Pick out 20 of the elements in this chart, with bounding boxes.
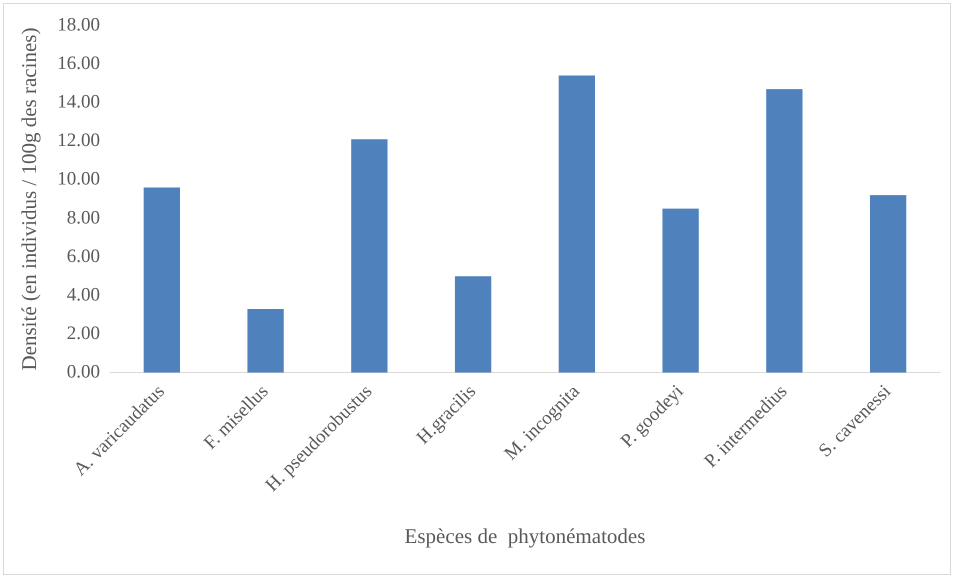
y-tick-label: 12.00 bbox=[57, 130, 100, 152]
bar bbox=[144, 187, 180, 373]
y-tick-label: 8.00 bbox=[66, 207, 100, 228]
y-tick-label: 10.00 bbox=[57, 168, 100, 190]
y-tick-label: 14.00 bbox=[57, 92, 100, 113]
bar bbox=[454, 276, 492, 373]
y-tick-label: 0.00 bbox=[66, 362, 100, 383]
y-tick-label: 6.00 bbox=[66, 246, 100, 267]
bar bbox=[870, 195, 906, 373]
y-tick-label: 4.00 bbox=[66, 284, 100, 306]
y-tick-label: 2.00 bbox=[66, 323, 100, 344]
bar bbox=[558, 76, 596, 373]
y-tick-label: 18.00 bbox=[57, 14, 100, 36]
x-axis-title: Espèces de phytonématodes bbox=[404, 524, 646, 548]
y-axis-title: Densité (en individus / 100g des racines) bbox=[17, 28, 42, 370]
y-tick-label: 16.00 bbox=[57, 52, 100, 74]
bar bbox=[662, 208, 699, 373]
bar bbox=[351, 139, 388, 373]
bar bbox=[247, 309, 284, 373]
bar bbox=[766, 89, 803, 373]
